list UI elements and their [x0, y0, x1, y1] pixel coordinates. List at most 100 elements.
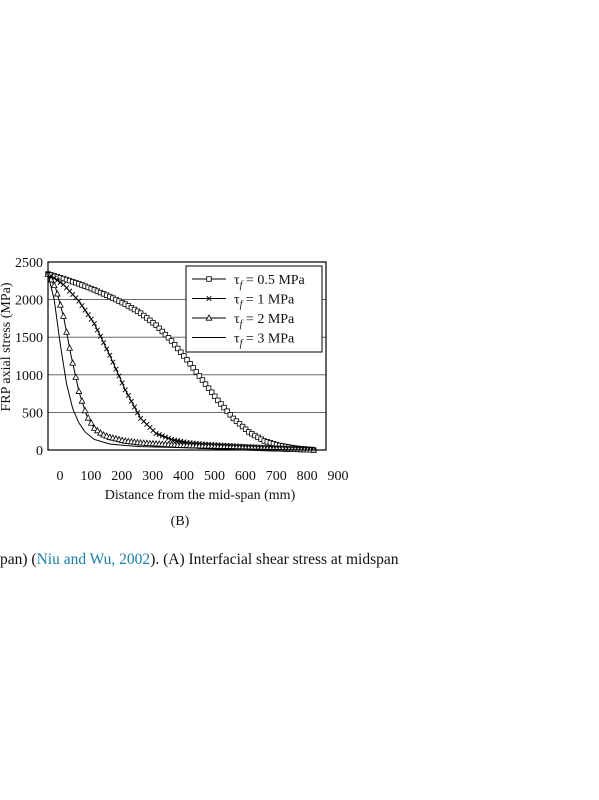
legend-value: = 0.5 MPa	[242, 273, 305, 288]
y-axis-label: FRP axial stress (MPa)	[0, 282, 14, 411]
legend-label: τf = 1 MPa	[234, 293, 295, 311]
data-point	[190, 365, 196, 371]
data-point	[82, 307, 88, 313]
data-point	[134, 410, 141, 416]
data-point	[128, 398, 135, 404]
x-tick-label: 800	[297, 469, 318, 484]
data-point	[66, 344, 74, 351]
data-point	[122, 387, 128, 393]
y-tick-labels: 0 500 1000 1500 2000 2500	[15, 256, 43, 459]
data-point	[100, 339, 107, 346]
data-point	[125, 392, 131, 399]
data-point	[159, 328, 165, 335]
data-point	[119, 380, 125, 386]
legend-label: τf = 3 MPa	[234, 332, 295, 350]
data-point	[53, 290, 61, 297]
data-point	[202, 381, 209, 387]
figure-caption: pan) (Niu and Wu, 2002). (A) Interfacial…	[0, 551, 599, 573]
data-point	[159, 433, 165, 439]
legend-marker	[206, 295, 212, 302]
data-point	[131, 404, 138, 410]
legend-subscript: f	[240, 319, 244, 330]
data-point	[88, 316, 94, 322]
legend-entry: τf = 0.5 MPa	[192, 273, 306, 291]
legend-entry: τf = 1 MPa	[192, 293, 295, 311]
legend-marker	[206, 276, 212, 282]
data-point	[233, 418, 240, 424]
x-tick-label: 100	[80, 469, 101, 484]
data-point	[59, 312, 67, 319]
data-point	[91, 321, 97, 327]
x-tick-label: 700	[266, 469, 287, 484]
legend-value: = 2 MPa	[242, 312, 295, 327]
x-tick-label: 200	[111, 469, 132, 484]
y-tick-label: 2000	[15, 294, 43, 309]
data-point	[57, 279, 63, 286]
legend-entry: τf = 3 MPa	[192, 332, 295, 350]
x-tick-label: 400	[173, 469, 194, 484]
data-point	[69, 359, 77, 366]
y-tick-label: 1500	[15, 331, 43, 346]
x-axis-label: Distance from the mid-span (mm)	[105, 488, 296, 503]
data-point	[107, 352, 113, 358]
data-point	[54, 277, 60, 283]
series-4	[47, 273, 314, 451]
data-point	[181, 353, 187, 359]
data-point	[50, 281, 58, 289]
data-point	[63, 328, 71, 335]
legend-entry: τf = 2 MPa	[192, 312, 295, 330]
data-point	[171, 342, 178, 348]
data-point	[230, 415, 237, 422]
x-tick-label: 500	[204, 469, 225, 484]
legend-tau: τ	[234, 332, 240, 347]
data-point	[85, 312, 91, 318]
data-point	[113, 366, 119, 372]
y-tick-label: 2500	[15, 256, 43, 271]
data-point	[199, 377, 206, 383]
data-point	[153, 322, 159, 328]
data-point	[187, 361, 193, 367]
data-point	[193, 369, 199, 375]
y-tick-label: 500	[22, 406, 43, 421]
legend-subscript: f	[240, 300, 244, 311]
caption-prefix: pan) (	[0, 551, 37, 568]
data-point	[165, 335, 172, 341]
data-point	[162, 434, 168, 440]
data-point	[97, 429, 104, 436]
data-point	[97, 333, 104, 339]
legend-tau: τ	[234, 273, 240, 288]
data-point	[168, 338, 175, 344]
data-point	[76, 298, 82, 304]
data-point	[78, 397, 86, 404]
data-point	[162, 331, 169, 338]
legend-subscript: f	[240, 339, 244, 350]
data-point	[184, 357, 190, 363]
data-point	[212, 393, 218, 400]
panel-label: (B)	[171, 514, 190, 529]
data-point	[156, 432, 162, 438]
data-point	[221, 404, 227, 411]
x-tick-label: 900	[328, 469, 349, 484]
data-point	[110, 359, 116, 365]
data-point	[81, 406, 89, 414]
data-point	[227, 412, 233, 418]
data-point	[218, 401, 224, 407]
legend-tau: τ	[234, 293, 240, 308]
citation-link[interactable]: Niu and Wu, 2002	[36, 551, 151, 568]
data-point	[56, 301, 64, 308]
data-point	[104, 346, 110, 352]
data-point	[72, 373, 80, 380]
data-point	[84, 414, 92, 421]
data-point	[215, 397, 221, 404]
data-point	[116, 373, 122, 379]
data-point	[75, 387, 83, 394]
x-tick-label: 300	[142, 469, 163, 484]
y-tick-label: 1000	[15, 369, 43, 384]
data-point	[153, 430, 159, 437]
data-point	[94, 327, 101, 333]
legend-value: = 1 MPa	[242, 293, 295, 308]
data-point	[93, 426, 101, 434]
series-line	[47, 273, 314, 451]
legend-subscript: f	[240, 280, 244, 291]
